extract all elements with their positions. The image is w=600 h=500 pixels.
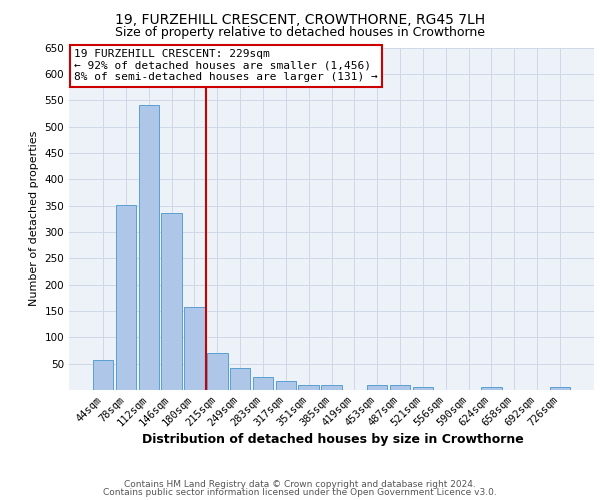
Text: 19 FURZEHILL CRESCENT: 229sqm
← 92% of detached houses are smaller (1,456)
8% of: 19 FURZEHILL CRESCENT: 229sqm ← 92% of d… — [74, 49, 378, 82]
Bar — [275, 381, 296, 390]
Text: 19, FURZEHILL CRESCENT, CROWTHORNE, RG45 7LH: 19, FURZEHILL CRESCENT, CROWTHORNE, RG45… — [115, 12, 485, 26]
Bar — [413, 388, 433, 390]
Bar — [481, 388, 502, 390]
Text: Distribution of detached houses by size in Crowthorne: Distribution of detached houses by size … — [142, 432, 524, 446]
Bar — [116, 204, 136, 390]
Text: Contains public sector information licensed under the Open Government Licence v3: Contains public sector information licen… — [103, 488, 497, 497]
Bar — [390, 384, 410, 390]
Bar — [253, 377, 273, 390]
Bar — [161, 213, 182, 390]
Bar — [139, 106, 159, 390]
Bar — [367, 384, 388, 390]
Bar — [298, 384, 319, 390]
Text: Size of property relative to detached houses in Crowthorne: Size of property relative to detached ho… — [115, 26, 485, 39]
Bar — [321, 384, 342, 390]
Bar — [93, 360, 113, 390]
Bar — [207, 353, 227, 390]
Y-axis label: Number of detached properties: Number of detached properties — [29, 131, 39, 306]
Bar — [230, 368, 250, 390]
Bar — [184, 308, 205, 390]
Text: Contains HM Land Registry data © Crown copyright and database right 2024.: Contains HM Land Registry data © Crown c… — [124, 480, 476, 489]
Bar — [550, 388, 570, 390]
